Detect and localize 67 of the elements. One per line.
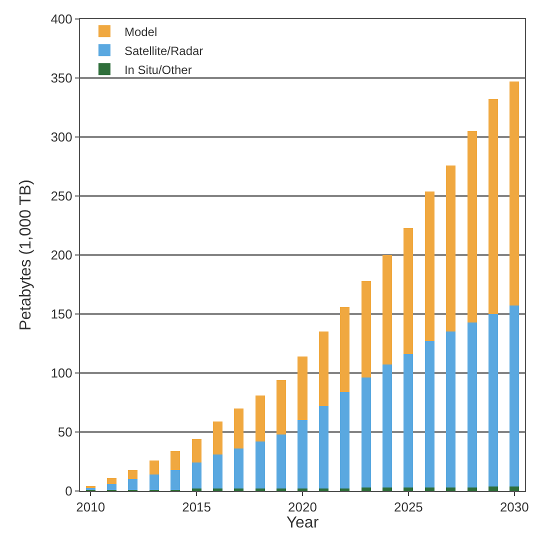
bar (404, 354, 414, 488)
y-tick-label: 400 (50, 12, 72, 27)
bar (424, 341, 434, 488)
bar (255, 395, 265, 442)
bar (488, 486, 498, 491)
bar (467, 487, 477, 491)
bar (488, 314, 498, 486)
y-tick-label: 0 (65, 484, 72, 499)
x-tick-label: 2010 (76, 500, 106, 515)
bar (404, 228, 414, 354)
bar (255, 441, 265, 489)
legend-label: Model (124, 24, 158, 39)
bar (488, 99, 498, 314)
bar (510, 82, 520, 306)
bar (382, 255, 392, 365)
y-tick-label: 100 (50, 366, 72, 381)
bar (510, 306, 520, 486)
bar (340, 392, 350, 489)
x-tick-label: 2025 (394, 500, 423, 515)
bar (107, 484, 117, 490)
y-tick-label: 150 (50, 306, 72, 322)
bar (298, 420, 308, 489)
bar (276, 434, 286, 489)
bar (361, 378, 371, 488)
x-axis-title: Year (286, 514, 320, 532)
x-tick-label: 2030 (500, 500, 529, 515)
bar (382, 487, 392, 491)
bar (446, 332, 456, 488)
bar (446, 165, 456, 332)
bar (318, 406, 328, 489)
bar (424, 191, 434, 342)
x-tick-label: 2015 (182, 500, 212, 515)
bar (212, 421, 223, 454)
bar (149, 460, 159, 474)
y-tick-label: 200 (50, 248, 72, 263)
bar (424, 487, 434, 491)
bar (467, 131, 477, 322)
y-tick-label: 50 (58, 424, 72, 440)
bar (128, 470, 138, 480)
x-tick-label: 2020 (288, 500, 317, 515)
bar (318, 332, 328, 406)
y-tick-label: 350 (50, 70, 72, 86)
legend-label: Satellite/Radar (124, 44, 204, 58)
bar (382, 364, 392, 488)
y-axis-title: Petabytes (1,000 TB) (18, 180, 35, 330)
bar (340, 306, 350, 392)
bar (361, 280, 371, 378)
bar (170, 470, 180, 490)
bar (149, 474, 159, 490)
bar (510, 486, 520, 491)
bar (361, 487, 371, 491)
bar (234, 408, 244, 449)
bar (192, 439, 202, 463)
bar (128, 479, 138, 490)
bar (446, 487, 456, 491)
y-tick-label: 250 (50, 188, 72, 204)
bar (298, 356, 308, 420)
bar (107, 478, 117, 484)
bar (170, 450, 180, 470)
bar (212, 454, 223, 489)
legend-label: In Situ/Other (124, 62, 192, 77)
bar (276, 380, 286, 434)
bar (467, 322, 477, 488)
bar (404, 487, 414, 491)
y-tick-label: 300 (50, 130, 72, 145)
bar (234, 448, 244, 489)
bar (192, 462, 202, 489)
